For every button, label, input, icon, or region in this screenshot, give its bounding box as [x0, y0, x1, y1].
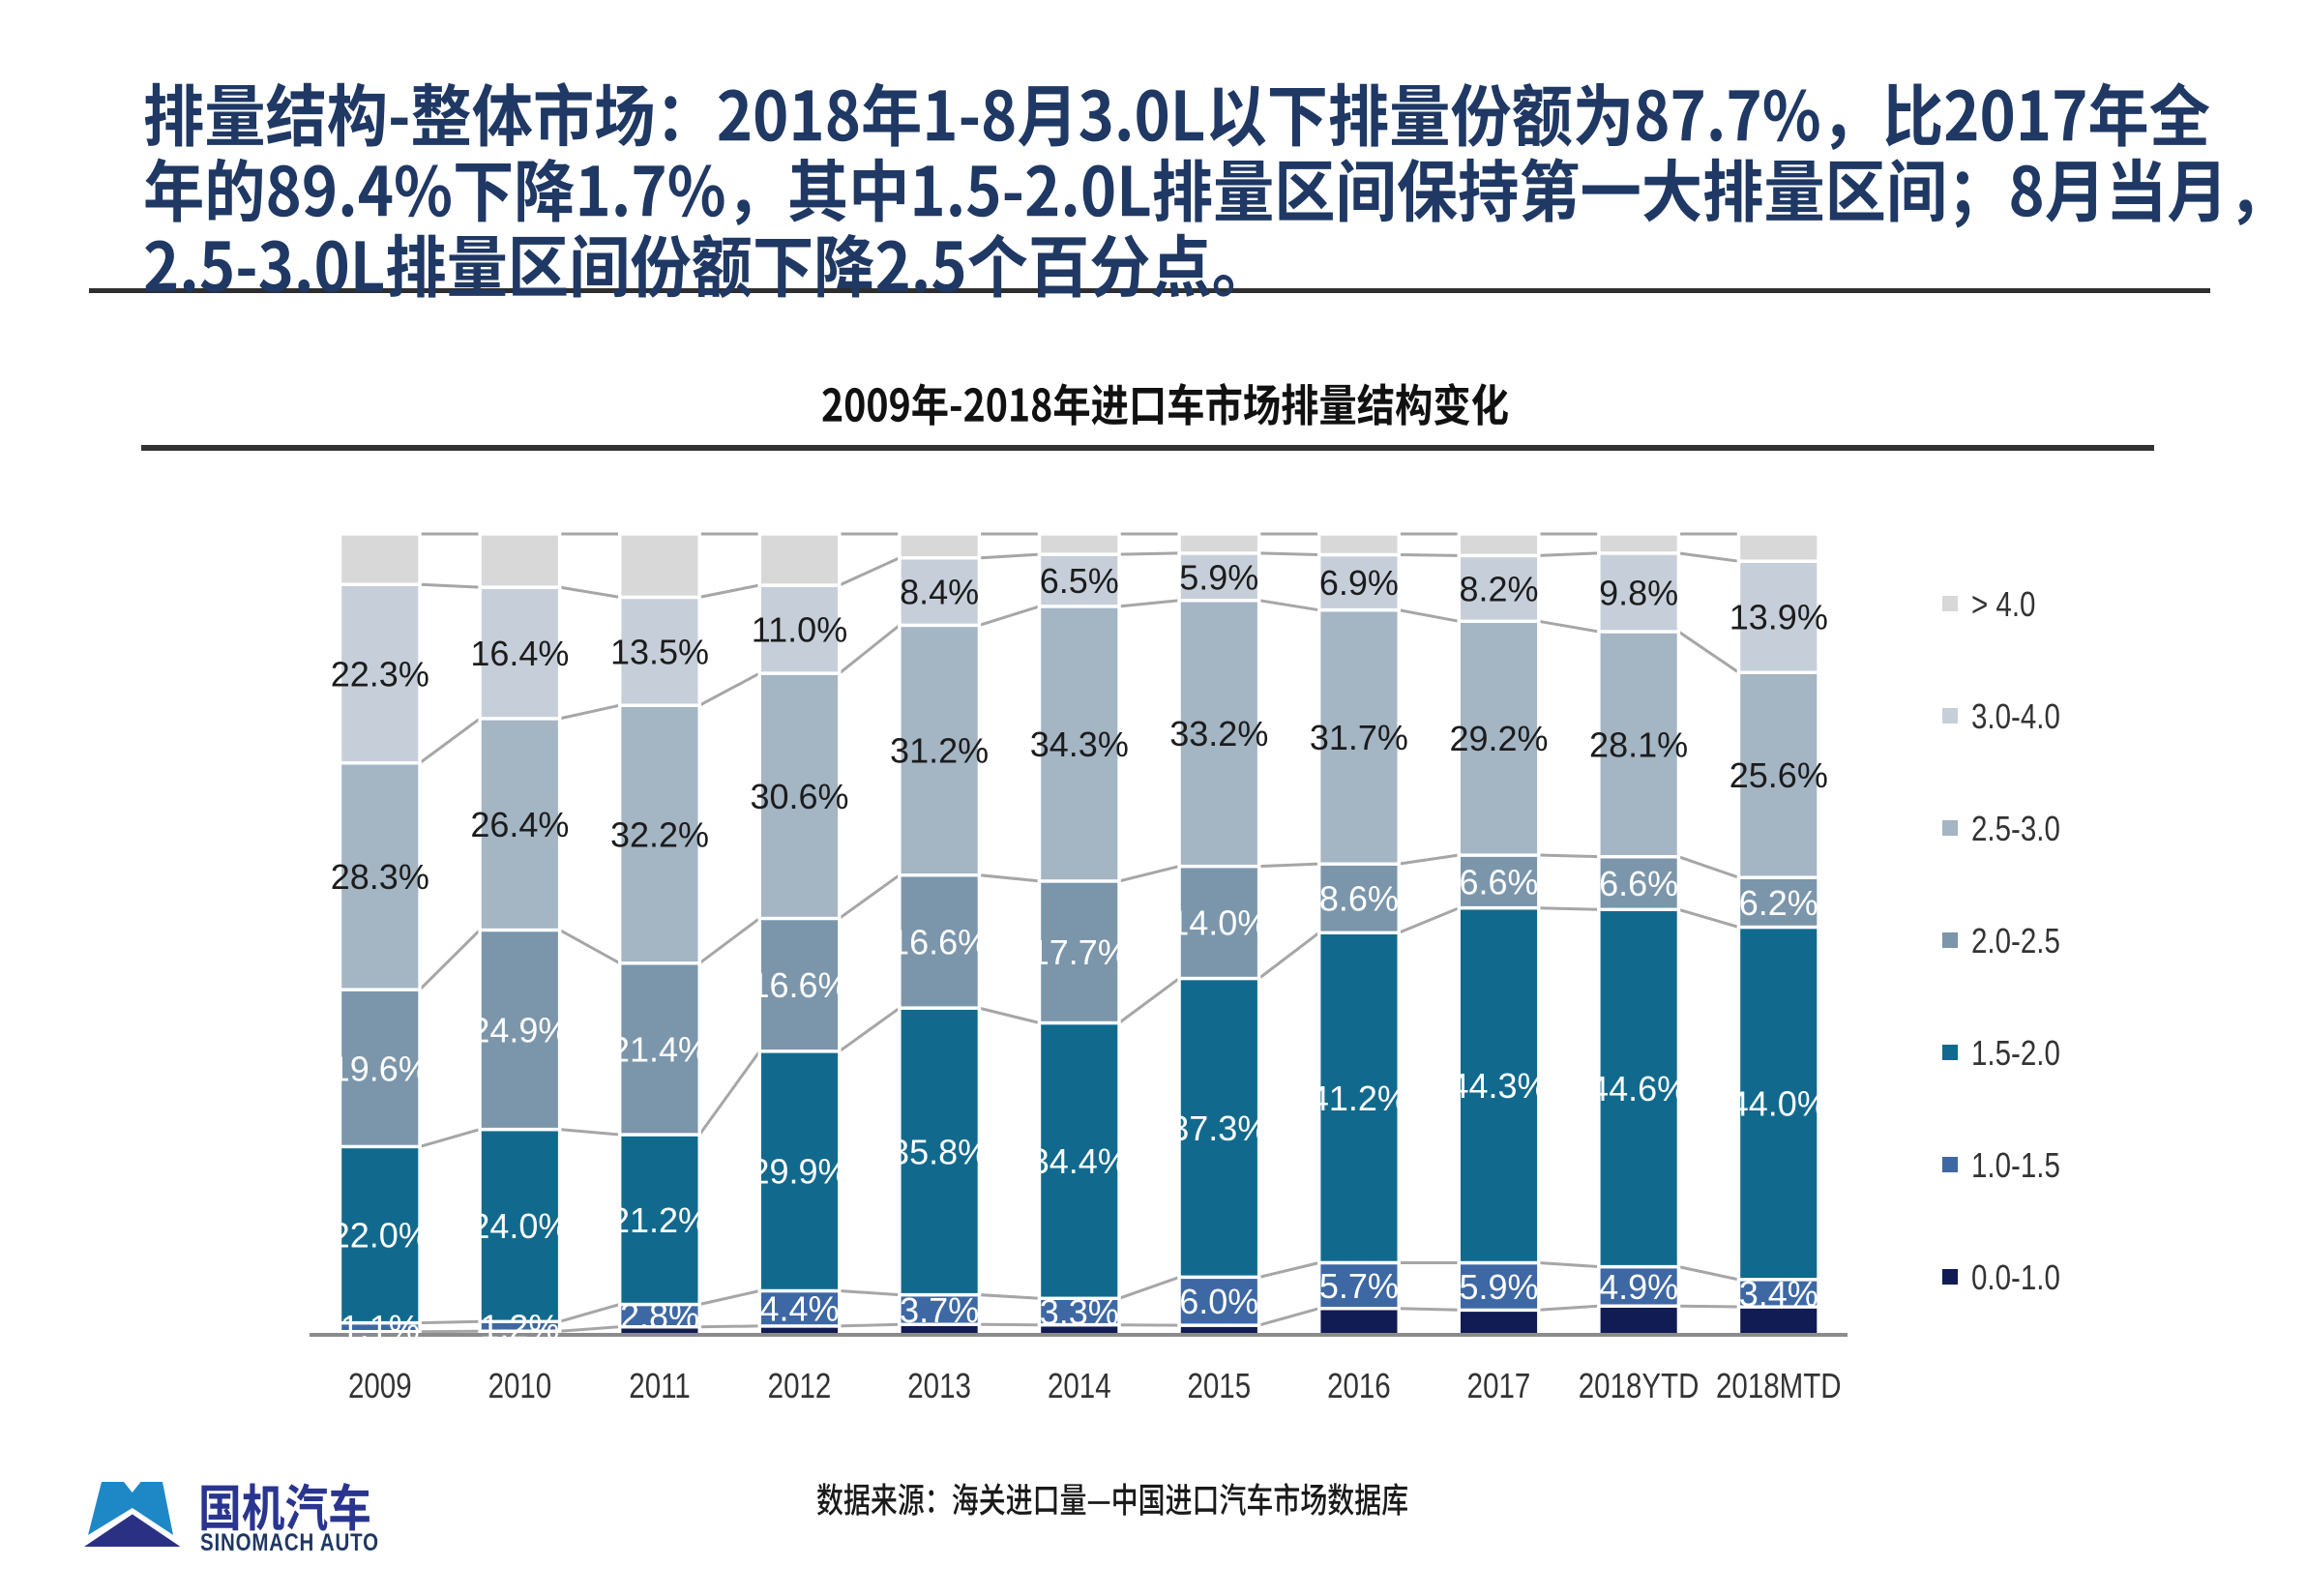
svg-text:11.0%: 11.0%	[752, 610, 847, 650]
svg-text:2012: 2012	[768, 1366, 832, 1404]
svg-text:5.9%: 5.9%	[1179, 557, 1258, 597]
svg-text:21.2%: 21.2%	[610, 1200, 709, 1240]
svg-text:2.8%: 2.8%	[620, 1296, 699, 1336]
svg-text:30.6%: 30.6%	[750, 777, 848, 816]
svg-text:3.3%: 3.3%	[1040, 1292, 1119, 1332]
svg-text:> 4.0: > 4.0	[1971, 584, 2035, 623]
svg-text:1.0-1.5: 1.0-1.5	[1971, 1145, 2060, 1184]
svg-text:2010: 2010	[488, 1366, 552, 1404]
svg-text:4.4%: 4.4%	[759, 1289, 839, 1329]
svg-text:13.9%: 13.9%	[1730, 598, 1828, 637]
svg-text:37.3%: 37.3%	[1169, 1108, 1268, 1148]
svg-text:28.1%: 28.1%	[1589, 724, 1688, 764]
svg-text:2018YTD: 2018YTD	[1579, 1366, 1700, 1404]
svg-text:31.7%: 31.7%	[1310, 718, 1408, 757]
svg-text:1.2%: 1.2%	[480, 1307, 559, 1346]
svg-text:8.2%: 8.2%	[1459, 569, 1538, 608]
svg-text:16.6%: 16.6%	[750, 965, 848, 1005]
svg-text:8.6%: 8.6%	[1319, 879, 1399, 919]
svg-text:9.8%: 9.8%	[1599, 573, 1678, 612]
svg-text:6.0%: 6.0%	[1179, 1282, 1258, 1321]
svg-text:44.0%: 44.0%	[1730, 1084, 1828, 1124]
svg-text:16.4%: 16.4%	[470, 634, 569, 673]
svg-text:3.0-4.0: 3.0-4.0	[1971, 696, 2060, 735]
svg-text:6.6%: 6.6%	[1599, 864, 1678, 903]
svg-text:24.9%: 24.9%	[470, 1011, 569, 1050]
svg-text:35.8%: 35.8%	[890, 1132, 989, 1171]
svg-text:34.4%: 34.4%	[1030, 1141, 1129, 1181]
svg-text:26.4%: 26.4%	[470, 805, 569, 844]
svg-text:2018MTD: 2018MTD	[1716, 1366, 1842, 1404]
svg-text:14.0%: 14.0%	[1169, 903, 1268, 943]
svg-text:4.9%: 4.9%	[1599, 1267, 1678, 1307]
svg-text:29.2%: 29.2%	[1449, 719, 1548, 758]
svg-text:2.0-2.5: 2.0-2.5	[1971, 921, 2060, 960]
svg-text:13.5%: 13.5%	[610, 632, 709, 671]
svg-text:25.6%: 25.6%	[1730, 755, 1828, 795]
svg-text:6.5%: 6.5%	[1040, 561, 1119, 601]
svg-text:29.9%: 29.9%	[750, 1152, 848, 1192]
svg-text:2013: 2013	[907, 1366, 971, 1404]
svg-text:34.3%: 34.3%	[1030, 724, 1129, 764]
svg-text:44.6%: 44.6%	[1589, 1069, 1688, 1108]
svg-text:6.6%: 6.6%	[1459, 862, 1538, 901]
svg-text:0.0-1.0: 0.0-1.0	[1971, 1257, 2060, 1296]
svg-text:3.4%: 3.4%	[1739, 1274, 1818, 1314]
svg-text:8.4%: 8.4%	[900, 573, 979, 612]
svg-text:1.5-2.0: 1.5-2.0	[1971, 1033, 2060, 1072]
svg-text:2015: 2015	[1187, 1366, 1251, 1404]
svg-text:33.2%: 33.2%	[1169, 714, 1268, 754]
svg-text:2017: 2017	[1467, 1366, 1531, 1404]
svg-text:5.7%: 5.7%	[1319, 1266, 1399, 1306]
svg-text:22.3%: 22.3%	[331, 655, 429, 695]
svg-text:41.2%: 41.2%	[1310, 1079, 1408, 1118]
svg-text:31.2%: 31.2%	[890, 731, 989, 771]
svg-text:1.1%: 1.1%	[340, 1308, 420, 1347]
svg-text:2011: 2011	[629, 1366, 690, 1404]
svg-text:SINOMACH AUTO: SINOMACH AUTO	[200, 1528, 379, 1555]
svg-text:3.7%: 3.7%	[900, 1290, 979, 1330]
svg-text:17.7%: 17.7%	[1030, 932, 1129, 972]
svg-text:2009: 2009	[348, 1366, 412, 1404]
svg-text:5.9%: 5.9%	[1459, 1267, 1538, 1307]
svg-text:32.2%: 32.2%	[610, 815, 709, 855]
svg-text:19.6%: 19.6%	[331, 1049, 429, 1088]
svg-text:44.3%: 44.3%	[1449, 1066, 1548, 1106]
svg-text:2016: 2016	[1327, 1366, 1391, 1404]
svg-text:6.2%: 6.2%	[1739, 883, 1818, 923]
svg-text:2014: 2014	[1048, 1366, 1111, 1404]
svg-text:2.5-3.0: 2.5-3.0	[1971, 809, 2060, 847]
svg-text:28.3%: 28.3%	[331, 857, 429, 897]
svg-text:6.9%: 6.9%	[1319, 563, 1399, 603]
svg-text:21.4%: 21.4%	[610, 1029, 709, 1069]
svg-text:24.0%: 24.0%	[470, 1206, 569, 1246]
svg-text:22.0%: 22.0%	[331, 1216, 429, 1256]
svg-text:16.6%: 16.6%	[890, 923, 989, 962]
